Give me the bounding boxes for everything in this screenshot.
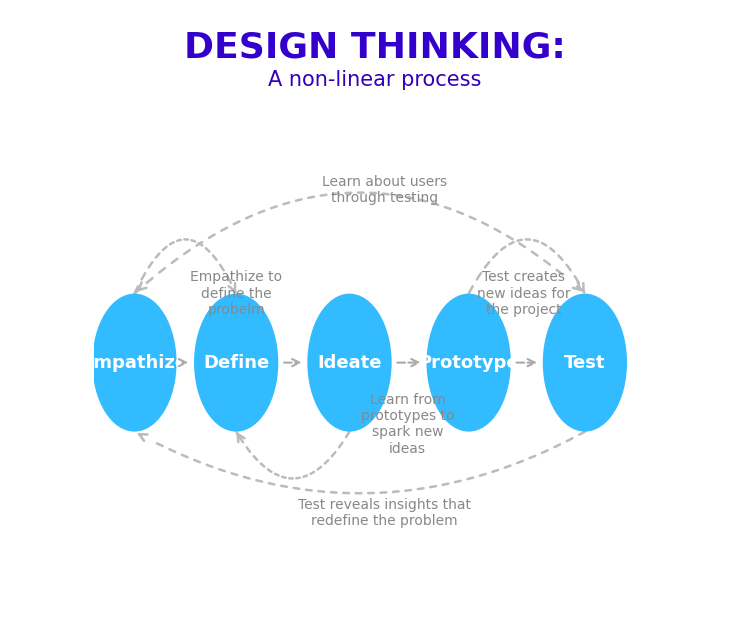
- Ellipse shape: [308, 294, 392, 431]
- Text: Test reveals insights that
redefine the problem: Test reveals insights that redefine the …: [298, 498, 471, 528]
- Text: Define: Define: [203, 354, 269, 372]
- Ellipse shape: [92, 294, 176, 431]
- Ellipse shape: [194, 294, 278, 431]
- Text: DESIGN THINKING:: DESIGN THINKING:: [184, 31, 566, 65]
- Text: Prototype: Prototype: [419, 354, 519, 372]
- Ellipse shape: [543, 294, 627, 431]
- Text: Test: Test: [564, 354, 606, 372]
- Text: Ideate: Ideate: [317, 354, 382, 372]
- Text: Test creates
new ideas for
the project: Test creates new ideas for the project: [477, 271, 571, 317]
- Text: A non-linear process: A non-linear process: [268, 70, 482, 90]
- Text: Learn from
prototypes to
spark new
ideas: Learn from prototypes to spark new ideas: [361, 393, 454, 456]
- Text: Empathize to
define the
probelm: Empathize to define the probelm: [190, 271, 282, 317]
- Text: Empathize: Empathize: [81, 354, 188, 372]
- Ellipse shape: [427, 294, 511, 431]
- Text: Learn about users
through testing: Learn about users through testing: [322, 175, 447, 205]
